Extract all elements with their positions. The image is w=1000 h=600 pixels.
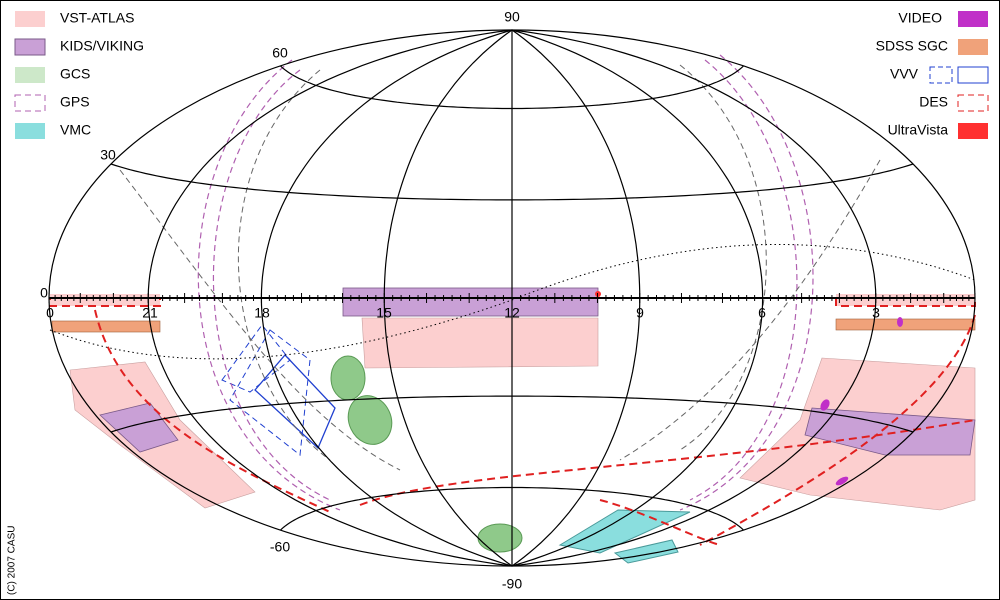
video-patch xyxy=(820,399,830,411)
ra-label: 9 xyxy=(636,305,644,321)
legend-label: DES xyxy=(919,94,948,110)
surveys xyxy=(49,54,976,564)
legend-label: VST-ATLAS xyxy=(60,10,134,26)
legend-label: VMC xyxy=(60,122,91,138)
legend-swatch xyxy=(957,94,989,112)
ra-labels: 0 21 18 15 12 9 6 3 xyxy=(46,305,880,321)
dec-labels: 90 60 30 0 -60 -90 xyxy=(40,9,522,592)
legend-swatch xyxy=(15,67,45,83)
legend-label: VVV xyxy=(890,66,919,82)
parallel xyxy=(110,163,914,201)
legend-swatch xyxy=(958,39,988,55)
legend-swatch xyxy=(958,123,988,139)
kids-patch xyxy=(99,402,179,453)
parallel xyxy=(280,486,744,531)
ultravista-patch xyxy=(595,291,601,297)
legend-swatch xyxy=(15,123,45,139)
ra-label: 3 xyxy=(872,305,880,321)
legend-label: GCS xyxy=(60,66,90,82)
legend-swatch xyxy=(958,11,988,27)
legend-label: UltraVista xyxy=(888,122,949,138)
dec-label: 30 xyxy=(100,147,116,163)
kids-patch xyxy=(804,407,976,456)
legend-left: VST-ATLAS KIDS/VIKING GCS GPS VMC xyxy=(14,10,144,139)
legend-right: VIDEO SDSS SGC VVV DES UltraVista xyxy=(876,10,989,139)
legend-swatch xyxy=(15,11,45,27)
gcs-patch xyxy=(347,395,393,445)
graticule xyxy=(48,29,976,567)
legend-label: KIDS/VIKING xyxy=(60,38,144,54)
parallel xyxy=(110,395,914,433)
sdss-patch xyxy=(835,318,976,331)
des-outline xyxy=(94,309,976,546)
gps-outline xyxy=(197,54,814,511)
ra-label: 15 xyxy=(376,305,392,321)
kids-patch xyxy=(342,287,599,317)
sdss-patch xyxy=(51,320,161,333)
dec-label: 90 xyxy=(504,9,520,25)
dec-label: 0 xyxy=(40,285,48,301)
video-patch xyxy=(897,317,903,327)
dec-label: -60 xyxy=(270,539,290,555)
dec-label: -90 xyxy=(502,576,522,592)
ra-label: 6 xyxy=(758,305,766,321)
legend-swatch xyxy=(957,66,989,84)
copyright: (C) 2007 CASU xyxy=(7,526,18,595)
legend-swatch xyxy=(14,38,46,56)
ra-label: 18 xyxy=(254,305,270,321)
legend-swatch xyxy=(929,66,953,84)
parallel xyxy=(280,65,744,110)
legend-label: SDSS SGC xyxy=(876,38,948,54)
legend-swatch xyxy=(14,94,46,112)
legend-label: GPS xyxy=(60,94,90,110)
ra-label: 0 xyxy=(46,305,54,321)
vmc-patch xyxy=(558,509,691,554)
vvv-outline xyxy=(229,329,311,456)
ra-label: 12 xyxy=(504,305,520,321)
vst-atlas-patch xyxy=(361,317,599,369)
dec-label: 60 xyxy=(272,45,288,61)
gcs-patch xyxy=(477,523,523,553)
ra-label: 21 xyxy=(142,305,158,321)
gcs-patch xyxy=(330,355,366,401)
vst-atlas-patch xyxy=(836,294,975,306)
video-patch xyxy=(835,476,849,486)
legend-label: VIDEO xyxy=(898,10,942,26)
